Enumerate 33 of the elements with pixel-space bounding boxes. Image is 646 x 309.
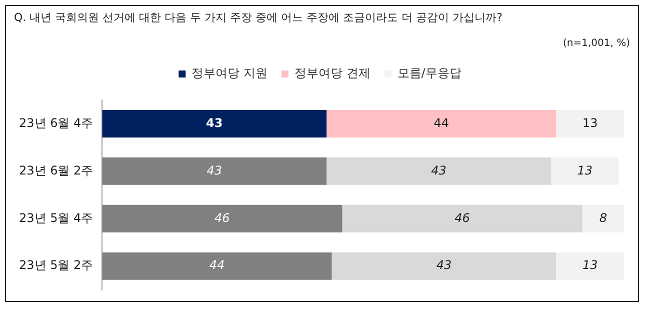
y-tick-label: 23년 5월 4주 xyxy=(18,210,94,225)
legend-label: 정부여당 견제 xyxy=(294,66,370,80)
data-label: 43 xyxy=(206,116,223,130)
data-label: 13 xyxy=(582,116,598,130)
data-label: 43 xyxy=(206,163,222,178)
data-label: 8 xyxy=(599,210,608,225)
y-tick-label: 23년 6월 4주 xyxy=(18,116,94,130)
bar xyxy=(326,110,556,138)
chart-title: Q. 내년 국회의원 선거에 대한 다음 두 가지 주장 중에 어느 주장에 조금이라도 더 공감이 가십니까? xyxy=(14,10,502,25)
data-label: 44 xyxy=(209,258,225,272)
legend-label: 정부여당 지원 xyxy=(192,66,268,80)
bar xyxy=(342,204,582,232)
data-label: 46 xyxy=(214,210,230,225)
text: (n=1,001, %) xyxy=(562,38,630,49)
bar xyxy=(326,157,551,185)
bar xyxy=(556,252,624,280)
y-tick-label: 23년 6월 2주 xyxy=(18,163,94,178)
bar xyxy=(102,204,342,232)
bar xyxy=(582,204,624,232)
data-label: 46 xyxy=(454,210,470,225)
data-label: 13 xyxy=(577,163,593,178)
legend-label: 모름/무응답 xyxy=(397,66,462,80)
bar xyxy=(102,157,327,185)
bar xyxy=(332,252,556,280)
bar xyxy=(556,110,624,138)
data-label: 43 xyxy=(431,163,446,178)
bar xyxy=(102,110,327,138)
bar xyxy=(550,157,619,185)
data-label: 43 xyxy=(436,258,452,272)
data-label: 13 xyxy=(582,258,598,272)
data-label: 44 xyxy=(434,116,449,130)
bar xyxy=(102,252,332,280)
y-tick-label: 23년 5월 2주 xyxy=(18,258,94,272)
